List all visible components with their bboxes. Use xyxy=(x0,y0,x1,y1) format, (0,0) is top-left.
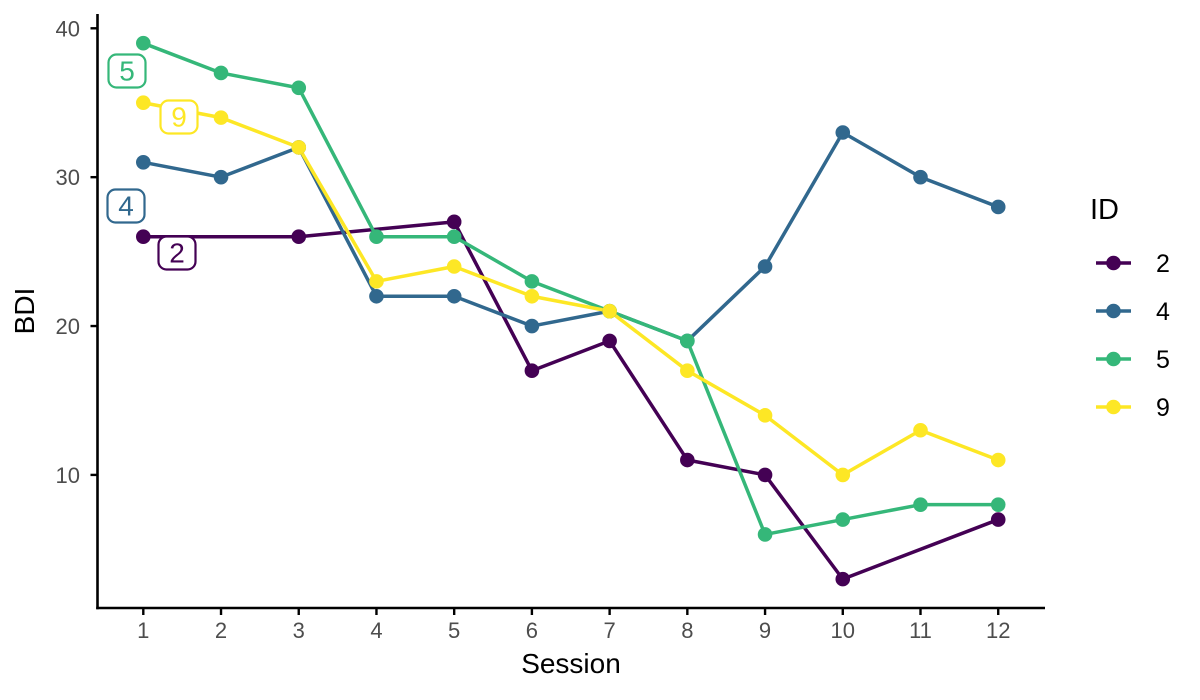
data-point-id-4-session-6 xyxy=(524,318,540,334)
data-point-id-5-session-5 xyxy=(446,229,462,245)
data-point-id-2-session-3 xyxy=(291,229,307,245)
legend-label-id-5: 5 xyxy=(1156,346,1170,374)
y-tick-label: 20 xyxy=(56,314,80,339)
data-point-id-2-session-7 xyxy=(602,333,617,349)
legend-key-point-id-5 xyxy=(1106,351,1121,367)
series-line-id-5 xyxy=(142,41,999,537)
data-point-id-4-session-9 xyxy=(757,259,773,274)
data-point-id-9-session-11 xyxy=(913,422,928,438)
series-line-id-4 xyxy=(142,130,999,343)
x-tick-label: 8 xyxy=(681,618,693,643)
series-label-text-id-5: 5 xyxy=(119,56,135,87)
x-tick-label: 12 xyxy=(986,618,1010,643)
data-point-id-4-session-1 xyxy=(136,154,151,170)
data-point-id-2-session-1 xyxy=(136,229,151,245)
legend-title: ID xyxy=(1090,194,1119,226)
legend: ID 2 4 5 9 xyxy=(1090,194,1170,422)
data-point-id-9-session-6 xyxy=(524,288,540,304)
series-label-box-id-4 xyxy=(106,188,146,224)
x-tick-label: 6 xyxy=(526,618,538,643)
series-line-id-9 xyxy=(142,101,999,477)
data-point-id-9-session-5 xyxy=(446,259,462,274)
legend-key-point-id-2 xyxy=(1106,255,1121,271)
data-point-id-5-session-3 xyxy=(291,80,307,96)
data-point-id-5-session-2 xyxy=(213,65,229,81)
legend-label-id-2: 2 xyxy=(1156,250,1170,278)
x-tick-label: 2 xyxy=(215,618,227,643)
data-point-id-9-session-7 xyxy=(602,303,617,319)
data-point-id-9-session-8 xyxy=(680,363,695,379)
x-tick-label: 4 xyxy=(370,618,382,643)
data-point-id-5-session-4 xyxy=(369,229,384,245)
x-tick-label: 7 xyxy=(603,618,615,643)
data-point-id-5-session-1 xyxy=(136,35,151,51)
series-line-id-2 xyxy=(143,220,999,581)
series-label-box-id-2 xyxy=(157,235,197,271)
x-tick-label: 11 xyxy=(909,618,932,643)
data-point-id-9-session-2 xyxy=(213,110,229,125)
data-point-id-5-session-12 xyxy=(990,497,1006,512)
direct-labels: 5 9 4 2 xyxy=(106,53,199,271)
y-tick-label: 10 xyxy=(56,463,80,488)
x-tick-label: 1 xyxy=(137,618,149,643)
x-tick-label: 5 xyxy=(448,618,460,643)
y-tick-label: 30 xyxy=(56,165,80,190)
data-point-id-9-session-10 xyxy=(835,467,851,483)
data-point-id-4-session-4 xyxy=(369,288,384,304)
data-point-id-2-session-5 xyxy=(446,214,462,230)
data-point-id-9-session-3 xyxy=(291,140,307,155)
data-point-id-9-session-4 xyxy=(369,274,384,289)
data-point-id-9-session-12 xyxy=(990,452,1006,468)
series-points xyxy=(136,35,1006,587)
series-label-text-id-9: 9 xyxy=(171,102,187,133)
data-point-id-2-session-6 xyxy=(524,363,540,379)
data-point-id-4-session-12 xyxy=(990,199,1006,215)
series-label-text-id-4: 4 xyxy=(118,191,134,222)
series-label-box-id-9 xyxy=(159,99,199,135)
data-point-id-5-session-10 xyxy=(835,512,851,527)
data-point-id-5-session-9 xyxy=(757,527,773,542)
data-point-id-2-session-8 xyxy=(680,452,695,468)
series-lines xyxy=(142,41,999,581)
x-axis-title: Session xyxy=(521,648,621,679)
data-point-id-4-session-2 xyxy=(213,169,229,185)
data-point-id-2-session-9 xyxy=(757,467,773,483)
legend-label-id-9: 9 xyxy=(1156,394,1170,422)
data-point-id-4-session-10 xyxy=(835,125,851,140)
data-point-id-5-session-8 xyxy=(680,333,695,349)
x-tick-label: 10 xyxy=(831,618,855,643)
legend-label-id-4: 4 xyxy=(1156,298,1170,326)
data-point-id-2-session-10 xyxy=(835,571,851,587)
legend-key-point-id-4 xyxy=(1106,303,1121,319)
data-point-id-5-session-11 xyxy=(913,497,928,512)
data-point-id-4-session-5 xyxy=(446,288,462,304)
series-label-box-id-5 xyxy=(107,53,147,89)
y-tick-label: 40 xyxy=(56,16,80,41)
legend-key-point-id-9 xyxy=(1106,399,1121,415)
data-point-id-4-session-11 xyxy=(913,169,928,185)
x-tick-label: 3 xyxy=(293,618,305,643)
data-point-id-2-session-12 xyxy=(990,512,1006,527)
data-point-id-5-session-6 xyxy=(524,274,540,289)
x-tick-label: 9 xyxy=(759,618,771,643)
series-label-text-id-2: 2 xyxy=(169,238,185,269)
y-axis-title: BDI xyxy=(9,288,40,335)
data-point-id-9-session-1 xyxy=(136,95,151,111)
data-point-id-9-session-9 xyxy=(757,408,773,423)
